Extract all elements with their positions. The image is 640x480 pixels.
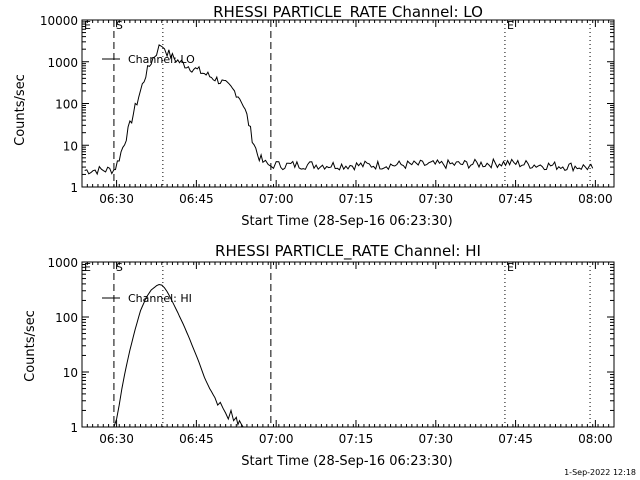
x-tick-label: 07:45: [498, 192, 533, 206]
marker-label: E: [507, 261, 514, 274]
x-tick-label: 07:00: [259, 192, 294, 206]
y-tick-label: 10: [63, 139, 78, 153]
footer-timestamp: 1-Sep-2022 12:18: [564, 468, 636, 477]
x-tick-label: 07:45: [498, 432, 533, 446]
marker-label: E: [84, 19, 91, 32]
x-tick-label: 07:15: [339, 192, 374, 206]
panel-lo-series-line: [84, 44, 594, 176]
marker-label: S: [116, 19, 123, 32]
y-tick-label: 100: [55, 311, 78, 325]
panel-hi-legend-label: Channel: HI: [128, 292, 192, 305]
y-tick-label: 10: [63, 366, 78, 380]
x-tick-label: 07:00: [259, 432, 294, 446]
y-tick-label: 100: [55, 98, 78, 112]
panel-lo-ylabel: Counts/sec: [13, 74, 28, 146]
x-tick-label: 07:30: [418, 192, 453, 206]
panel-hi-ylabel: Counts/sec: [23, 310, 38, 382]
x-tick-label: 07:30: [418, 432, 453, 446]
panel-lo-title: RHESSI PARTICLE_RATE Channel: LO: [213, 3, 483, 22]
y-tick-label: 1: [70, 181, 78, 195]
x-tick-label: 06:45: [179, 432, 214, 446]
marker-label: E: [84, 261, 91, 274]
y-tick-label: 1000: [47, 56, 78, 70]
x-tick-label: 08:00: [578, 192, 613, 206]
marker-label: S: [116, 261, 123, 274]
panel-lo: RHESSI PARTICLE_RATE Channel: LO Counts/…: [13, 3, 615, 229]
x-tick-label: 06:30: [99, 432, 134, 446]
panel-hi-title: RHESSI PARTICLE_RATE Channel: HI: [215, 242, 481, 261]
panel-lo-ticks: 06:30 06:45 07:00 07:15 07:30 07:45 08:00 1 10 10…: [40, 14, 615, 206]
panel-hi: RHESSI PARTICLE_RATE Channel: HI Counts/…: [23, 242, 615, 469]
x-tick-label: 07:15: [339, 432, 374, 446]
panel-hi-xlabel: Start Time (28-Sep-16 06:23:30): [241, 454, 452, 469]
x-tick-label: 08:00: [578, 432, 613, 446]
marker-label: E: [507, 19, 514, 32]
y-tick-label: 1: [70, 421, 78, 435]
panel-lo-xlabel: Start Time (28-Sep-16 06:23:30): [241, 214, 452, 229]
x-tick-label: 06:30: [99, 192, 134, 206]
panel-lo-legend-label: Channel: LO: [128, 53, 195, 66]
panel-hi-series-line: [113, 283, 244, 428]
x-tick-label: 06:45: [179, 192, 214, 206]
y-tick-label: 1000: [47, 256, 78, 270]
y-tick-label: 10000: [40, 14, 78, 28]
